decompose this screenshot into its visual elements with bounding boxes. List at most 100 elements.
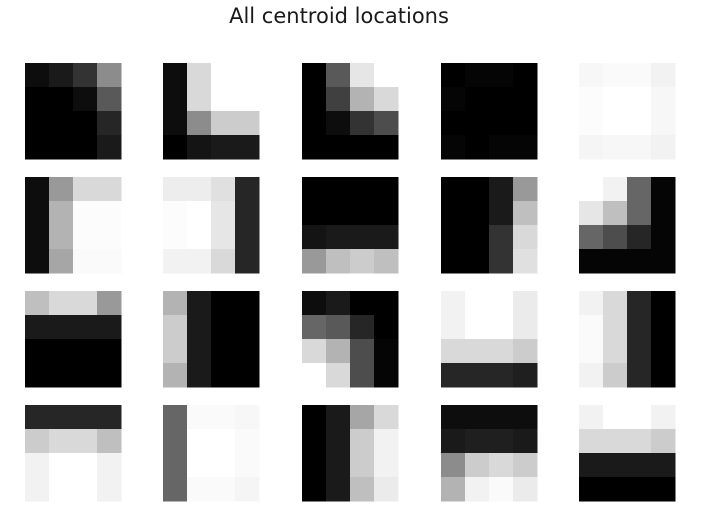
- pixel-cell: [603, 363, 628, 388]
- pixel-cell: [374, 87, 399, 112]
- pixel-cell: [603, 405, 628, 430]
- pixel-cell: [651, 177, 676, 202]
- pixel-cell: [489, 453, 514, 478]
- centroid-tile-14: [441, 291, 538, 388]
- pixel-cell: [235, 177, 260, 202]
- pixel-cell: [97, 405, 122, 430]
- pixel-cell: [579, 225, 604, 250]
- pixel-cell: [49, 225, 74, 250]
- pixel-cell: [163, 429, 188, 454]
- pixel-cell: [579, 315, 604, 340]
- pixel-cell: [302, 111, 327, 136]
- pixel-cell: [326, 177, 351, 202]
- pixel-cell: [73, 405, 98, 430]
- pixel-cell: [211, 87, 236, 112]
- pixel-cell: [73, 177, 98, 202]
- pixel-cell: [350, 291, 375, 316]
- pixel-cell: [603, 477, 628, 502]
- pixel-cell: [441, 315, 466, 340]
- pixel-cell: [579, 87, 604, 112]
- pixel-cell: [513, 135, 538, 160]
- centroid-tile-4: [441, 63, 538, 160]
- pixel-cell: [97, 249, 122, 274]
- pixel-cell: [603, 177, 628, 202]
- pixel-cell: [489, 249, 514, 274]
- pixel-cell: [374, 111, 399, 136]
- pixel-cell: [441, 339, 466, 364]
- pixel-cell: [73, 339, 98, 364]
- pixel-cell: [651, 453, 676, 478]
- pixel-cell: [25, 63, 50, 88]
- pixel-cell: [489, 477, 514, 502]
- pixel-cell: [627, 201, 652, 226]
- pixel-cell: [350, 249, 375, 274]
- pixel-cell: [579, 429, 604, 454]
- pixel-cell: [187, 363, 212, 388]
- pixel-cell: [603, 453, 628, 478]
- pixel-cell: [603, 87, 628, 112]
- pixel-cell: [211, 453, 236, 478]
- pixel-cell: [441, 453, 466, 478]
- pixel-cell: [187, 453, 212, 478]
- pixel-cell: [513, 111, 538, 136]
- pixel-cell: [97, 477, 122, 502]
- pixel-cell: [211, 291, 236, 316]
- pixel-cell: [49, 429, 74, 454]
- pixel-cell: [374, 177, 399, 202]
- pixel-cell: [326, 453, 351, 478]
- pixel-cell: [163, 225, 188, 250]
- pixel-cell: [326, 363, 351, 388]
- pixel-cell: [465, 453, 490, 478]
- pixel-cell: [603, 429, 628, 454]
- pixel-cell: [651, 339, 676, 364]
- pixel-cell: [603, 315, 628, 340]
- pixel-cell: [163, 405, 188, 430]
- pixel-cell: [651, 291, 676, 316]
- pixel-cell: [25, 135, 50, 160]
- pixel-cell: [489, 339, 514, 364]
- pixel-cell: [25, 453, 50, 478]
- pixel-cell: [49, 477, 74, 502]
- pixel-cell: [163, 63, 188, 88]
- centroid-tile-6: [25, 177, 122, 274]
- pixel-cell: [187, 87, 212, 112]
- centroid-tile-2: [163, 63, 260, 160]
- pixel-cell: [73, 63, 98, 88]
- pixel-cell: [489, 291, 514, 316]
- pixel-cell: [489, 201, 514, 226]
- pixel-cell: [211, 225, 236, 250]
- pixel-cell: [49, 315, 74, 340]
- pixel-cell: [302, 87, 327, 112]
- pixel-cell: [302, 453, 327, 478]
- pixel-cell: [211, 429, 236, 454]
- pixel-cell: [513, 291, 538, 316]
- chart-title: All centroid locations: [229, 4, 449, 28]
- pixel-cell: [235, 477, 260, 502]
- pixel-cell: [163, 201, 188, 226]
- centroid-tile-13: [302, 291, 399, 388]
- pixel-cell: [187, 429, 212, 454]
- pixel-cell: [651, 63, 676, 88]
- pixel-cell: [489, 315, 514, 340]
- pixel-cell: [465, 339, 490, 364]
- pixel-cell: [235, 315, 260, 340]
- pixel-cell: [513, 429, 538, 454]
- pixel-cell: [211, 177, 236, 202]
- pixel-cell: [465, 315, 490, 340]
- pixel-cell: [627, 405, 652, 430]
- centroid-tile-11: [25, 291, 122, 388]
- centroid-tile-19: [441, 405, 538, 502]
- pixel-cell: [465, 477, 490, 502]
- pixel-cell: [302, 201, 327, 226]
- pixel-cell: [441, 477, 466, 502]
- pixel-cell: [513, 477, 538, 502]
- pixel-cell: [489, 87, 514, 112]
- pixel-cell: [73, 429, 98, 454]
- pixel-cell: [73, 225, 98, 250]
- pixel-cell: [187, 315, 212, 340]
- pixel-cell: [513, 363, 538, 388]
- pixel-cell: [73, 249, 98, 274]
- pixel-cell: [49, 339, 74, 364]
- pixel-cell: [49, 63, 74, 88]
- pixel-cell: [441, 63, 466, 88]
